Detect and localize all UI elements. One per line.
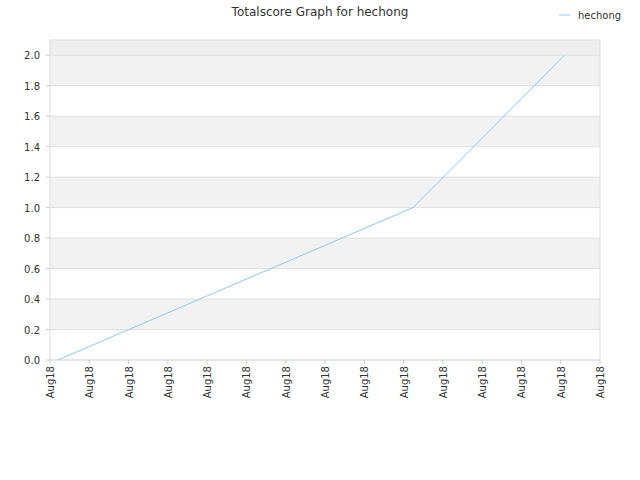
grid-band [50, 86, 600, 116]
x-tick [482, 360, 483, 364]
y-tick [46, 116, 50, 117]
x-tick-label: Aug18 [202, 366, 213, 398]
x-tick [442, 360, 443, 364]
y-tick-label: 1.6 [24, 111, 40, 122]
grid-band [50, 238, 600, 268]
grid-line [50, 146, 600, 147]
x-tick [285, 360, 286, 364]
x-tick [246, 360, 247, 364]
y-tick [46, 360, 50, 361]
x-tick-label: Aug18 [45, 366, 56, 398]
legend-swatch [559, 15, 570, 16]
x-tick [560, 360, 561, 364]
grid-band [50, 330, 600, 360]
grid-band [50, 208, 600, 238]
y-tick-label: 1.2 [24, 172, 40, 183]
y-tick-label: 0.8 [24, 233, 40, 244]
grid-band [50, 116, 600, 146]
x-tick [325, 360, 326, 364]
grid-band [50, 177, 600, 207]
x-tick-label: Aug18 [556, 366, 567, 398]
grid-band [50, 55, 600, 85]
y-tick-label: 0.2 [24, 325, 40, 336]
y-tick-label: 1.4 [24, 142, 40, 153]
y-tick [46, 146, 50, 147]
x-tick [89, 360, 90, 364]
x-tick [403, 360, 404, 364]
y-tick-label: 1.0 [24, 203, 40, 214]
x-axis: Aug18 Aug18 Aug18 Aug18 Aug18 Aug18 Aug18 Aug18… [45, 360, 606, 398]
grid-band [50, 147, 600, 177]
series-line [58, 55, 565, 360]
x-tick [207, 360, 208, 364]
y-tick-label: 2.0 [24, 50, 40, 61]
x-tick [600, 360, 601, 364]
y-tick [46, 85, 50, 86]
x-tick-label: Aug18 [477, 366, 488, 398]
y-tick-label: 1.8 [24, 81, 40, 92]
x-tick-label: Aug18 [320, 366, 331, 398]
legend: hechong [559, 10, 621, 21]
grid-line [50, 85, 600, 86]
grid-line [50, 177, 600, 178]
x-tick-label: Aug18 [359, 366, 370, 398]
grid-line [50, 207, 600, 208]
grid-line [50, 116, 600, 117]
grid-line [50, 329, 600, 330]
x-tick-label: Aug18 [438, 366, 449, 398]
y-tick [46, 177, 50, 178]
grid-band [50, 269, 600, 299]
y-tick-label: 0.0 [24, 355, 40, 366]
x-tick-label: Aug18 [595, 366, 606, 398]
x-tick-label: Aug18 [163, 366, 174, 398]
chart-container: 0.00.20.40.60.81.01.21.41.61.82.0Aug18Au… [0, 0, 640, 480]
x-tick [50, 360, 51, 364]
series-group [58, 55, 565, 360]
y-tick [46, 55, 50, 56]
grid-line [50, 268, 600, 269]
y-tick [46, 207, 50, 208]
y-tick [46, 268, 50, 269]
grid-line [50, 238, 600, 239]
x-tick [521, 360, 522, 364]
chart-title: Totalscore Graph for hechong [231, 5, 409, 19]
y-axis: 0.0 0.2 0.4 0.6 0.8 1.0 1.2 1.4 1.6 1.8 2.0 [24, 50, 50, 366]
grid [50, 40, 600, 360]
grid-line [50, 299, 600, 300]
y-tick [46, 238, 50, 239]
x-tick-label: Aug18 [124, 366, 135, 398]
x-tick-label: Aug18 [516, 366, 527, 398]
x-tick-label: Aug18 [281, 366, 292, 398]
legend-label: hechong [578, 10, 621, 21]
y-tick [46, 299, 50, 300]
x-tick [167, 360, 168, 364]
chart-svg: 0.00.20.40.60.81.01.21.41.61.82.0Aug18Au… [0, 0, 640, 480]
grid-band [50, 299, 600, 329]
x-tick-label: Aug18 [241, 366, 252, 398]
y-tick [46, 329, 50, 330]
y-tick-label: 0.6 [24, 264, 40, 275]
y-tick-label: 0.4 [24, 294, 40, 305]
x-tick [128, 360, 129, 364]
x-tick-label: Aug18 [84, 366, 95, 398]
x-tick [364, 360, 365, 364]
x-tick-label: Aug18 [399, 366, 410, 398]
plot-frame [50, 40, 600, 360]
grid-line [50, 55, 600, 56]
grid-band [50, 40, 600, 55]
